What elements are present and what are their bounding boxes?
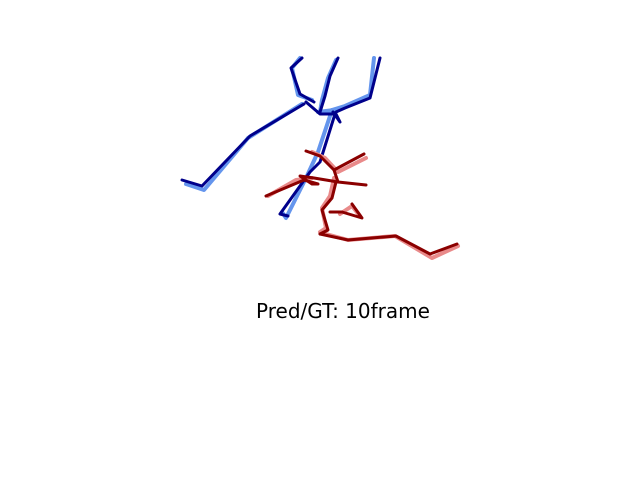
pred-red-limb	[328, 202, 364, 220]
pred-red-limb	[264, 174, 340, 198]
pred-red-skeleton	[264, 149, 459, 256]
pred-blue-limb	[278, 112, 337, 218]
pred-blue-limb	[289, 56, 316, 104]
figure-caption: Pred/GT: 10frame	[256, 299, 430, 323]
pred-blue-limb	[180, 102, 306, 188]
pred-red-limb	[318, 180, 338, 236]
gt-red-skeleton	[266, 150, 460, 260]
pred-blue-skeleton	[180, 56, 382, 218]
gt-blue-limb	[330, 56, 376, 112]
gt-blue-skeleton	[184, 56, 376, 220]
pred-blue-limb	[334, 56, 382, 114]
pred-blue-limb	[318, 56, 340, 114]
pred-red-limb	[332, 152, 366, 172]
pred-red-limb	[318, 232, 459, 256]
